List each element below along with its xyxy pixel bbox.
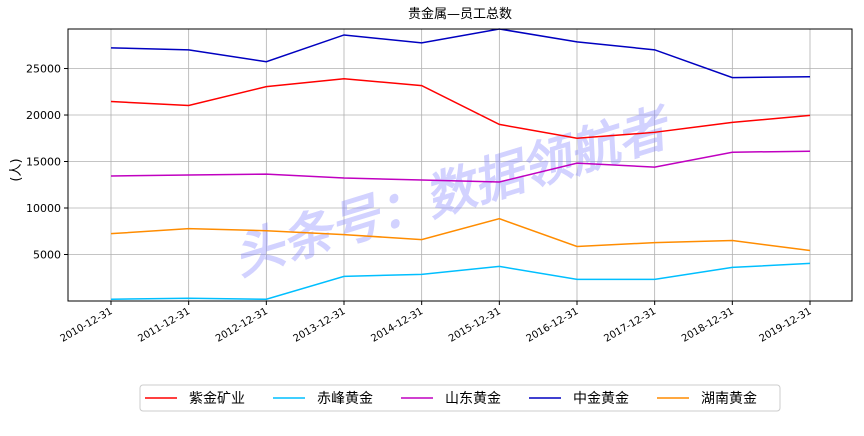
x-tick-label: 2018-12-31 bbox=[680, 306, 736, 345]
x-tick-label: 2015-12-31 bbox=[447, 306, 503, 345]
y-tick-label: 15000 bbox=[26, 156, 61, 169]
series-line bbox=[110, 77, 811, 140]
legend: 紫金矿业 赤峰黄金 山东黄金 中金黄金 湖南黄金 bbox=[139, 384, 781, 412]
x-tick-label: 2017-12-31 bbox=[602, 306, 658, 345]
x-tick-label: 2016-12-31 bbox=[525, 306, 581, 345]
legend-frame bbox=[139, 384, 781, 412]
y-tick-label: 5000 bbox=[33, 249, 61, 262]
y-tick-label: 20000 bbox=[26, 109, 61, 122]
legend-label: 中金黄金 bbox=[573, 390, 629, 407]
legend-label: 湖南黄金 bbox=[701, 390, 757, 407]
x-tick-label: 2011-12-31 bbox=[136, 306, 192, 345]
x-tick-label: 2014-12-31 bbox=[369, 306, 425, 345]
y-tick-label: 25000 bbox=[26, 63, 61, 76]
x-tick-label: 2013-12-31 bbox=[292, 306, 348, 345]
y-axis-label: (人) bbox=[9, 158, 24, 181]
chart-title: 贵金属—员工总数 bbox=[408, 6, 512, 22]
series-line bbox=[110, 262, 811, 300]
plot-frame bbox=[67, 28, 853, 302]
x-tick-label: 2012-12-31 bbox=[214, 306, 270, 345]
series-line bbox=[110, 217, 811, 252]
legend-label: 紫金矿业 bbox=[189, 391, 245, 407]
legend-label: 山东黄金 bbox=[445, 390, 501, 407]
watermark: 头条号：数据领航者 bbox=[227, 98, 680, 287]
series-line bbox=[110, 28, 811, 79]
legend-label: 赤峰黄金 bbox=[317, 390, 373, 407]
x-tick-label: 2019-12-31 bbox=[758, 306, 814, 345]
series-line bbox=[110, 150, 811, 183]
y-tick-label: 10000 bbox=[26, 202, 61, 215]
x-tick-label: 2010-12-31 bbox=[59, 306, 115, 345]
